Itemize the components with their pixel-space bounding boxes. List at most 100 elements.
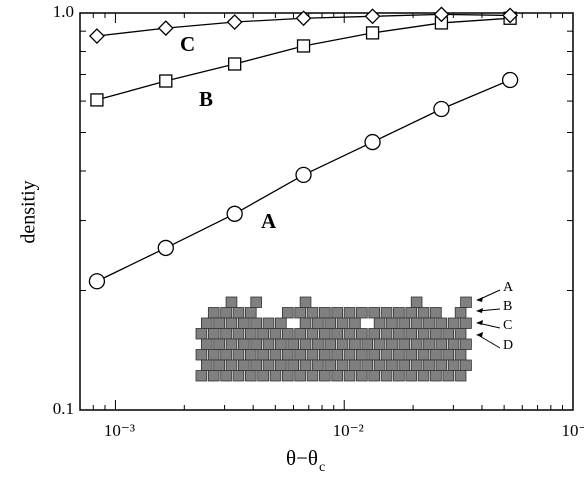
brick [200, 317, 213, 329]
brick [410, 359, 423, 371]
brick [336, 359, 349, 371]
brick [324, 359, 337, 371]
brick [435, 338, 448, 350]
x-tick-label: 10⁻³ [104, 421, 135, 440]
brick [393, 328, 405, 340]
brick [430, 328, 442, 340]
brick [324, 338, 337, 350]
brick [195, 349, 208, 361]
brick [386, 338, 398, 350]
inset-label: D [503, 338, 513, 353]
brick [306, 328, 319, 340]
brick [238, 338, 250, 350]
brick [238, 359, 250, 371]
brick [244, 307, 257, 319]
brick [306, 349, 319, 361]
brick [447, 359, 460, 371]
brick [220, 349, 232, 361]
brick [257, 370, 269, 382]
marker [157, 20, 174, 37]
brick [250, 338, 262, 350]
x-tick-label: 10⁻¹ [561, 421, 584, 440]
brick [454, 307, 467, 319]
brick [195, 328, 208, 340]
plot-frame [79, 12, 574, 411]
brick [294, 328, 306, 340]
brick [373, 359, 386, 371]
brick [442, 370, 455, 382]
brick [275, 317, 287, 329]
brick [225, 359, 238, 371]
marker [226, 14, 243, 30]
brick [336, 338, 349, 350]
brick [393, 349, 405, 361]
series-line [96, 17, 511, 101]
marker [433, 6, 450, 23]
brick [299, 296, 312, 308]
brick [312, 317, 324, 329]
brick [343, 370, 356, 382]
inset-label: B [503, 299, 512, 314]
y-tick-label: 0.1 [53, 399, 74, 418]
marker [157, 239, 174, 257]
inset-label: C [503, 318, 512, 333]
brick [423, 359, 435, 371]
marker [501, 71, 519, 89]
brick [410, 296, 423, 308]
brick [380, 370, 393, 382]
x-axis-label: θ−θ [286, 446, 318, 470]
brick [405, 349, 418, 361]
brick [319, 328, 331, 340]
x-axis-label-sub: c [319, 460, 325, 475]
brick [232, 349, 245, 361]
brick [393, 370, 405, 382]
brick [331, 307, 343, 319]
brick [331, 328, 343, 340]
brick [220, 307, 232, 319]
marker [364, 133, 381, 151]
brick [250, 359, 262, 371]
brick [213, 359, 225, 371]
brick [343, 307, 356, 319]
brick [447, 338, 460, 350]
marker [364, 8, 381, 25]
brick [417, 349, 430, 361]
brick [435, 359, 448, 371]
brick [417, 307, 430, 319]
brick [312, 359, 324, 371]
brick [454, 370, 467, 382]
brick [244, 328, 257, 340]
brick [356, 328, 368, 340]
brick [207, 328, 220, 340]
brick [281, 307, 294, 319]
brick [299, 338, 312, 350]
brick [319, 349, 331, 361]
brick [398, 338, 411, 350]
brick [294, 370, 306, 382]
brick [386, 359, 398, 371]
brick [220, 328, 232, 340]
brick [410, 317, 423, 329]
brick [398, 317, 411, 329]
brick [275, 338, 287, 350]
brick [349, 317, 361, 329]
brick [299, 317, 312, 329]
brick [361, 359, 374, 371]
brick [356, 349, 368, 361]
marker [433, 100, 450, 118]
marker [89, 28, 105, 44]
brick [373, 338, 386, 350]
inset-arrowhead [476, 297, 483, 302]
brick [294, 349, 306, 361]
brick [380, 307, 393, 319]
brick [368, 370, 380, 382]
inset-label: A [503, 280, 514, 295]
brick [336, 317, 349, 329]
brick [287, 359, 299, 371]
brick [220, 370, 232, 382]
brick [405, 370, 418, 382]
brick [356, 370, 368, 382]
marker [90, 93, 104, 107]
marker [295, 10, 312, 27]
